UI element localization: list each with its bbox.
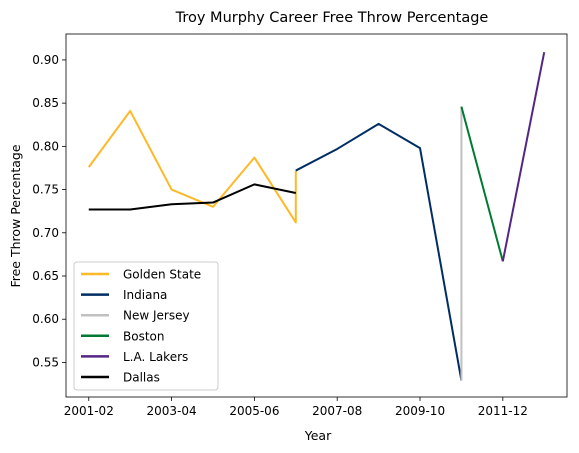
y-tick-label: 0.85 — [32, 96, 59, 110]
series-line-golden-state — [87, 109, 297, 224]
legend-frame — [73, 261, 219, 391]
x-axis-label: Year — [304, 428, 332, 443]
series-line-l-a-lakers — [501, 51, 546, 262]
y-tick-label: 0.75 — [32, 183, 59, 197]
y-tick-label: 0.80 — [32, 139, 59, 153]
x-tick-label: 2005-06 — [229, 404, 279, 418]
series-lines — [87, 51, 546, 381]
legend-label-indiana: Indiana — [123, 288, 167, 302]
y-tick-label: 0.60 — [32, 312, 59, 326]
legend-label-golden-state: Golden State — [123, 268, 201, 282]
x-tick-label: 2011-12 — [478, 404, 528, 418]
y-axis-label: Free Throw Percentage — [8, 144, 23, 287]
y-tick-label: 0.90 — [32, 53, 59, 67]
series-line-boston — [460, 106, 504, 262]
y-tick-label: 0.70 — [32, 226, 59, 240]
series-line-indiana — [295, 122, 463, 381]
legend-label-l-a-lakers: L.A. Lakers — [123, 350, 188, 364]
x-tick-label: 2007-08 — [312, 404, 362, 418]
series-line-dallas — [88, 183, 297, 211]
y-tick-label: 0.55 — [32, 355, 59, 369]
chart-title: Troy Murphy Career Free Throw Percentage — [175, 10, 489, 26]
y-tick-label: 0.65 — [32, 269, 59, 283]
legend-label-dallas: Dallas — [123, 371, 160, 385]
legend-label-new-jersey: New Jersey — [123, 309, 190, 323]
legend: Golden State Indiana New Jersey Boston L.A. … — [73, 261, 219, 391]
axis-ticks: 2001-02 2003-04 2005-06 2007-08 2009-10 2011-… — [32, 53, 528, 418]
plot-frame — [65, 33, 568, 398]
x-tick-label: 2009-10 — [395, 404, 445, 418]
x-tick-label: 2001-02 — [64, 404, 114, 418]
x-tick-label: 2003-04 — [147, 404, 197, 418]
legend-label-boston: Boston — [123, 329, 164, 343]
